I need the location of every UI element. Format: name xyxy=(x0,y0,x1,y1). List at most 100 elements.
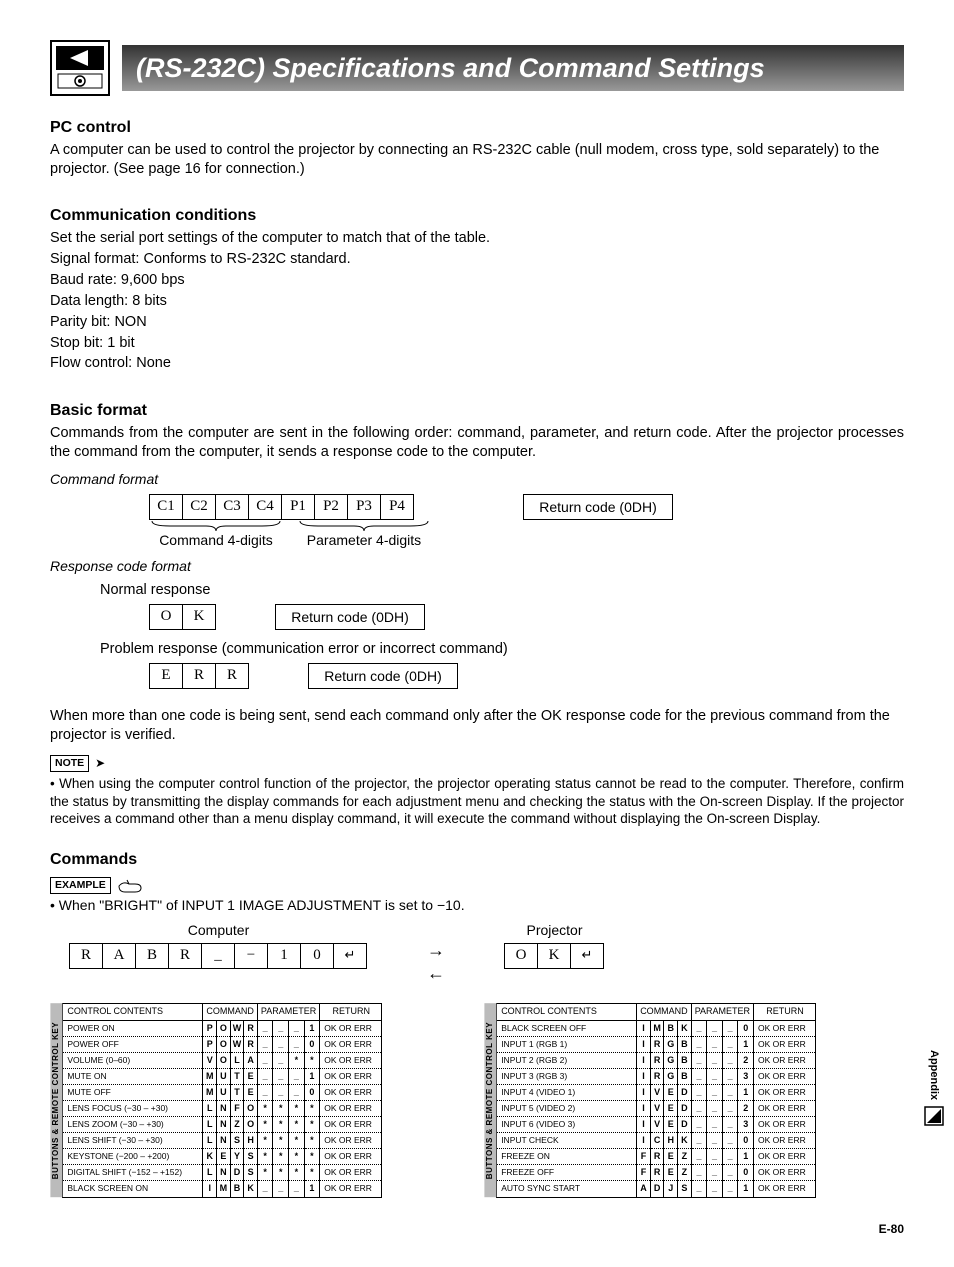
note-label: NOTE xyxy=(50,755,89,773)
example-projector-cells: OK↵ xyxy=(505,943,604,969)
format-cell: P1 xyxy=(281,494,315,520)
arrow-left-icon: ← xyxy=(427,962,445,985)
comm-cond-line: Set the serial port settings of the comp… xyxy=(50,229,904,248)
comm-cond-line: Parity bit: NON xyxy=(50,313,904,332)
page-header: (RS-232C) Specifications and Command Set… xyxy=(50,40,904,96)
table-side-label: BUTTONS & REMOTE CONTROL KEY xyxy=(50,1003,62,1197)
err-row: ERR Return code (0DH) xyxy=(150,663,904,689)
format-cell: A xyxy=(102,943,136,969)
format-cell: O xyxy=(149,604,183,630)
format-cell: P2 xyxy=(314,494,348,520)
note-bullet: • When using the computer control functi… xyxy=(50,775,904,828)
format-cell: ↵ xyxy=(570,943,604,969)
brace-labels: Command 4-digits Parameter 4-digits xyxy=(150,521,904,549)
table-row: FREEZE OFFFREZ___0OK OR ERR xyxy=(497,1165,816,1181)
cmd-brace-right: Parameter 4-digits xyxy=(307,532,421,548)
table-side-label: BUTTONS & REMOTE CONTROL KEY xyxy=(484,1003,496,1197)
comm-cond-line: Signal format: Conforms to RS-232C stand… xyxy=(50,250,904,269)
command-cells: C1C2C3C4P1P2P3P4 xyxy=(150,494,414,520)
format-cell: − xyxy=(234,943,268,969)
comm-cond-line: Flow control: None xyxy=(50,354,904,373)
table-row: KEYSTONE (−200 – +200)KEYS****OK OR ERR xyxy=(63,1149,382,1165)
example-bullet: • When "BRIGHT" of INPUT 1 IMAGE ADJUSTM… xyxy=(50,896,904,914)
command-format-row: C1C2C3C4P1P2P3P4 Return code (0DH) xyxy=(150,494,904,520)
format-cell: C3 xyxy=(215,494,249,520)
table-row: MUTE ONMUTE___1OK OR ERR xyxy=(63,1069,382,1085)
format-cell: C1 xyxy=(149,494,183,520)
table-row: INPUT 3 (RGB 3)IRGB___3OK OR ERR xyxy=(497,1069,816,1085)
appendix-label: Appendix xyxy=(927,1050,941,1100)
arrow-right-icon: → xyxy=(427,939,445,962)
format-cell: R xyxy=(182,663,216,689)
table-row: DIGITAL SHIFT (−152 – +152)LNDS****OK OR… xyxy=(63,1165,382,1181)
table-row: LENS ZOOM (−30 – +30)LNZO****OK OR ERR xyxy=(63,1117,382,1133)
note-arrow-icon: ➤ xyxy=(95,756,105,772)
table-row: INPUT 2 (RGB 2)IRGB___2OK OR ERR xyxy=(497,1053,816,1069)
command-tables-row: BUTTONS & REMOTE CONTROL KEYCONTROL CONT… xyxy=(50,1003,904,1197)
return-code-box-err: Return code (0DH) xyxy=(308,663,458,689)
format-cell: R xyxy=(69,943,103,969)
format-cell: R xyxy=(168,943,202,969)
example-label: EXAMPLE xyxy=(50,877,111,895)
projector-icon xyxy=(50,40,110,96)
table-row: INPUT 1 (RGB 1)IRGB___1OK OR ERR xyxy=(497,1037,816,1053)
table-row: LENS SHIFT (−30 – +30)LNSH****OK OR ERR xyxy=(63,1133,382,1149)
table-row: VOLUME (0–60)VOLA__**OK OR ERR xyxy=(63,1053,382,1069)
format-cell: ↵ xyxy=(333,943,367,969)
format-cell: R xyxy=(215,663,249,689)
table-row: MUTE OFFMUTE___0OK OR ERR xyxy=(63,1085,382,1101)
return-code-box-ok: Return code (0DH) xyxy=(275,604,425,630)
basic-format-text: Commands from the computer are sent in t… xyxy=(50,424,904,462)
basic-format-heading: Basic format xyxy=(50,401,904,422)
comm-cond-line: Baud rate: 9,600 bps xyxy=(50,271,904,290)
table-row: AUTO SYNC STARTADJS___1OK OR ERR xyxy=(497,1181,816,1197)
format-cell: K xyxy=(182,604,216,630)
comm-cond-heading: Communication conditions xyxy=(50,206,904,227)
hand-pointer-icon xyxy=(117,878,143,894)
normal-response-label: Normal response xyxy=(100,581,904,600)
format-cell: K xyxy=(537,943,571,969)
table-row: BLACK SCREEN OFFIMBK___0OK OR ERR xyxy=(497,1020,816,1036)
comm-cond-line: Stop bit: 1 bit xyxy=(50,334,904,353)
format-cell: P3 xyxy=(347,494,381,520)
command-format-label: Command format xyxy=(50,470,904,488)
table-row: FREEZE ONFREZ___1OK OR ERR xyxy=(497,1149,816,1165)
format-cell: O xyxy=(504,943,538,969)
pc-control-text: A computer can be used to control the pr… xyxy=(50,141,904,179)
format-cell: B xyxy=(135,943,169,969)
format-cell: P4 xyxy=(380,494,414,520)
comm-cond-line: Data length: 8 bits xyxy=(50,292,904,311)
appendix-tab: Appendix xyxy=(924,1050,944,1126)
pc-control-heading: PC control xyxy=(50,118,904,139)
format-cell: C2 xyxy=(182,494,216,520)
format-cell: 1 xyxy=(267,943,301,969)
format-cell: _ xyxy=(201,943,235,969)
command-table: CONTROL CONTENTSCOMMANDPARAMETERRETURNPO… xyxy=(62,1003,382,1197)
command-table-right: BUTTONS & REMOTE CONTROL KEYCONTROL CONT… xyxy=(484,1003,858,1197)
format-cell: C4 xyxy=(248,494,282,520)
table-row: INPUT CHECKICHK___0OK OR ERR xyxy=(497,1133,816,1149)
ok-row: OK Return code (0DH) xyxy=(150,604,904,630)
format-cell: 0 xyxy=(300,943,334,969)
table-row: POWER ONPOWR___1OK OR ERR xyxy=(63,1020,382,1036)
problem-response-label: Problem response (communication error or… xyxy=(100,640,904,659)
table-row: INPUT 4 (VIDEO 1)IVED___1OK OR ERR xyxy=(497,1085,816,1101)
response-format-label: Response code format xyxy=(50,557,904,575)
table-row: POWER OFFPOWR___0OK OR ERR xyxy=(63,1037,382,1053)
return-code-box: Return code (0DH) xyxy=(523,494,673,520)
commands-heading: Commands xyxy=(50,850,904,871)
table-row: BLACK SCREEN ONIMBK___1OK OR ERR xyxy=(63,1181,382,1197)
table-row: INPUT 5 (VIDEO 2)IVED___2OK OR ERR xyxy=(497,1101,816,1117)
format-cell: E xyxy=(149,663,183,689)
computer-label: Computer xyxy=(70,921,367,939)
appendix-icon xyxy=(924,1106,944,1126)
table-row: INPUT 6 (VIDEO 3)IVED___3OK OR ERR xyxy=(497,1117,816,1133)
command-table: CONTROL CONTENTSCOMMANDPARAMETERRETURNBL… xyxy=(496,1003,816,1197)
cmd-brace-left: Command 4-digits xyxy=(159,532,273,548)
command-table-left: BUTTONS & REMOTE CONTROL KEYCONTROL CONT… xyxy=(50,1003,424,1197)
projector-label: Projector xyxy=(505,921,604,939)
comm-cond-lines: Set the serial port settings of the comp… xyxy=(50,229,904,373)
page-title: (RS-232C) Specifications and Command Set… xyxy=(122,45,904,91)
table-row: LENS FOCUS (−30 – +30)LNFO****OK OR ERR xyxy=(63,1101,382,1117)
example-computer-cells: RABR_−10↵ xyxy=(70,943,367,969)
